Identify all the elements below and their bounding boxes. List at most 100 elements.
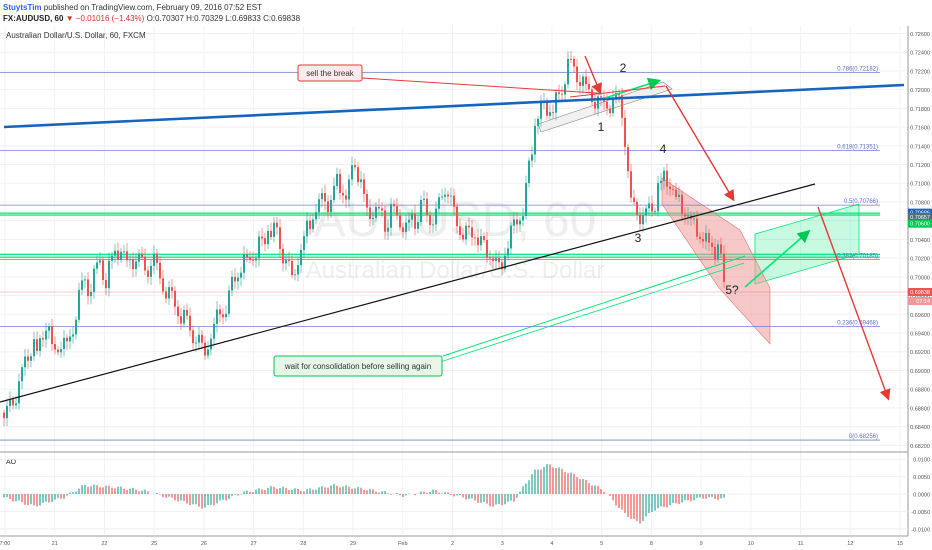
candle-body	[222, 314, 224, 318]
candle-body	[576, 66, 578, 83]
candle-body	[666, 170, 668, 187]
candle-body	[369, 207, 371, 219]
candle-body	[63, 337, 65, 350]
candle-body	[174, 290, 176, 307]
chart-canvas[interactable]: 0.786(0.72182) 0.618(0.71351) 0.5(0.70766)…	[0, 26, 932, 550]
candle-body	[297, 265, 299, 275]
price-tick-label: 0.71000	[910, 182, 930, 188]
candle-body	[168, 287, 170, 299]
candle-body	[135, 261, 137, 270]
sell-callout-text: sell the break	[306, 69, 355, 78]
candle-body	[459, 226, 461, 235]
candle-body	[477, 237, 479, 246]
candle-body	[324, 193, 326, 202]
red-arrow-2	[665, 85, 735, 202]
candle-body	[33, 339, 35, 357]
candle-body	[207, 349, 209, 356]
time-tick-label: 2	[451, 541, 454, 547]
candle-body	[396, 206, 398, 216]
candle-body	[444, 194, 446, 197]
candle-body	[399, 215, 401, 228]
candle-body	[366, 193, 368, 208]
candle-body	[651, 203, 653, 212]
price-axis[interactable]: 0.72600 0.72400 0.72200 0.72000 0.71800 0.716…	[907, 26, 932, 536]
price-tick-label: 0.70200	[910, 257, 930, 263]
candle-body	[714, 246, 716, 260]
candle-body	[252, 260, 254, 261]
price-tick-label: 0.69000	[910, 369, 930, 375]
candle-body	[246, 254, 248, 258]
candle-body	[612, 97, 614, 114]
candle-body	[627, 147, 629, 172]
candle-body	[720, 244, 722, 254]
candle-body	[483, 236, 485, 240]
plot-background	[0, 26, 908, 550]
candle-body	[378, 206, 380, 209]
candle-body	[321, 193, 323, 200]
candle-body	[84, 279, 86, 281]
drawings-layer: sell the break wait for consolidation bef…	[0, 55, 908, 403]
candle-body	[279, 227, 281, 249]
candle-body	[60, 349, 62, 353]
time-tick-label: 22	[101, 541, 107, 547]
candle-body	[144, 256, 146, 271]
candle-body	[303, 236, 305, 250]
wait-pointer-line	[442, 255, 746, 357]
price-tick-label: 0.72200	[910, 69, 930, 75]
black-trendline	[0, 183, 816, 403]
candle-body	[648, 203, 650, 209]
candle-body	[189, 315, 191, 331]
candle-body	[654, 211, 656, 213]
candle-body	[645, 208, 647, 216]
candle-body	[93, 268, 95, 293]
candle-body	[639, 214, 641, 225]
candle-body	[363, 179, 365, 194]
candle-body	[489, 257, 491, 259]
candle-body	[465, 225, 467, 240]
candle-body	[12, 399, 14, 406]
wave-label: 3	[635, 231, 642, 245]
candle-body	[6, 405, 8, 419]
fib-label: 0.786(0.72182)	[837, 67, 878, 73]
price-tick-label: 0.69600	[910, 313, 930, 319]
time-axis[interactable]: 7:00 21 22 25 26 27 28 29 Feb 2 3 4 5 8 9 10 11 12 15	[0, 535, 908, 547]
candle-body	[573, 58, 575, 67]
candle-body	[588, 84, 590, 90]
candle-body	[438, 197, 440, 209]
red-arrow-tail	[569, 85, 666, 98]
candle-body	[255, 258, 257, 261]
candle-body	[225, 313, 227, 318]
candle-body	[432, 224, 434, 226]
candle-body	[408, 219, 410, 223]
zones-layer	[0, 81, 880, 345]
time-tick-label: 21	[52, 541, 58, 547]
candle-body	[261, 236, 263, 239]
candle-body	[267, 230, 269, 245]
chart-title: Australian Dollar/U.S. Dollar, 60, FXCM	[6, 31, 146, 40]
price-tick-label: 0.72600	[910, 32, 930, 38]
candle-body	[258, 236, 260, 259]
candle-body	[582, 76, 584, 86]
candle-body	[9, 399, 11, 406]
candle-body	[300, 249, 302, 266]
price-tick-label: 0.72400	[910, 51, 930, 57]
price-tick-label: 0.68400	[910, 425, 930, 431]
candle-body	[183, 309, 185, 324]
sell-pointer-line	[361, 77, 601, 95]
candle-body	[564, 84, 566, 95]
candle-body	[159, 262, 161, 279]
candle-body	[534, 125, 536, 155]
candle-body	[141, 253, 143, 257]
author-link[interactable]: StuytsTim	[3, 3, 42, 12]
candle-body	[198, 334, 200, 343]
price-tick-label: 0.71600	[910, 126, 930, 132]
candle-body	[87, 279, 89, 297]
candle-body	[546, 100, 548, 116]
candle-body	[711, 242, 713, 247]
candle-body	[195, 342, 197, 344]
candle-body	[111, 255, 113, 261]
candle-body	[501, 262, 503, 270]
wave-label: 4	[660, 142, 667, 156]
candle-body	[423, 198, 425, 200]
candle-body	[201, 334, 203, 343]
